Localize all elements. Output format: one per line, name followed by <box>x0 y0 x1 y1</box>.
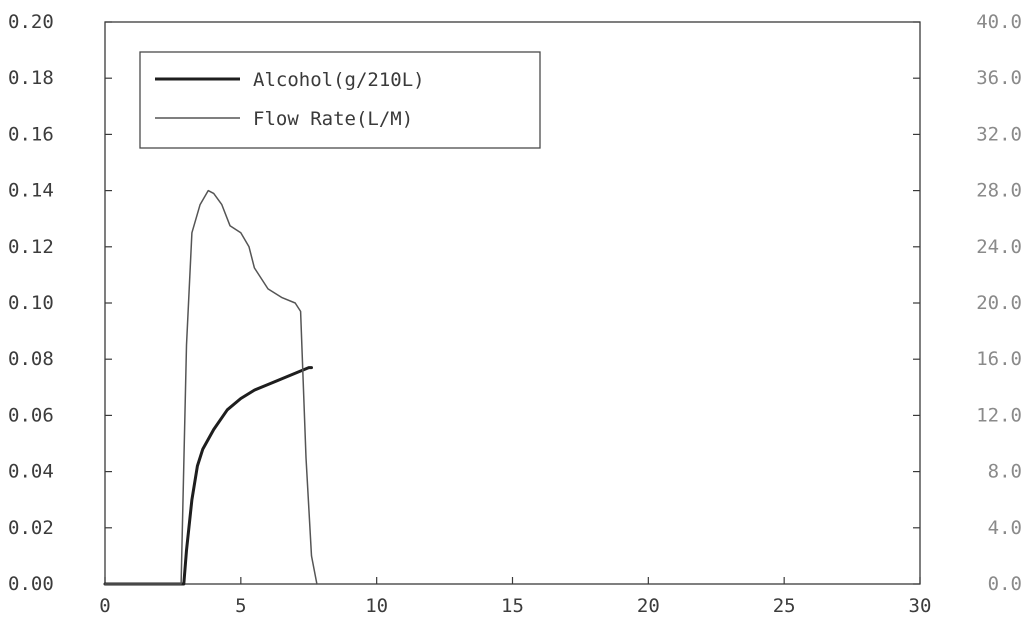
y-tick-label: 0.16 <box>8 123 54 145</box>
y2-tick-label: 4.0 <box>988 517 1022 539</box>
y-tick-label: 0.14 <box>8 180 54 202</box>
y-tick-label: 0.02 <box>8 517 54 539</box>
legend: Alcohol(g/210L) Flow Rate(L/M) <box>139 51 541 149</box>
y2-tick-label: 40.0 <box>976 11 1022 33</box>
x-tick-label: 25 <box>773 595 796 617</box>
x-tick-label: 0 <box>99 595 110 617</box>
y2-tick-label: 0.0 <box>988 573 1022 595</box>
series-layer <box>103 189 318 586</box>
y-tick-label: 0.00 <box>8 573 54 595</box>
y-tick-label: 0.06 <box>8 404 54 426</box>
y-tick-label: 0.12 <box>8 236 54 258</box>
x-tick-label: 30 <box>909 595 932 617</box>
x-tick-label: 5 <box>235 595 246 617</box>
y-tick-label: 0.10 <box>8 292 54 314</box>
y2-tick-label: 32.0 <box>976 123 1022 145</box>
x-tick-label: 20 <box>637 595 660 617</box>
legend-box <box>139 51 541 149</box>
y-tick-label: 0.08 <box>8 348 54 370</box>
y2-tick-label: 20.0 <box>976 292 1022 314</box>
y-tick-label: 0.18 <box>8 67 54 89</box>
y2-tick-label: 28.0 <box>976 180 1022 202</box>
y2-tick-label: 24.0 <box>976 236 1022 258</box>
y2-tick-label: 36.0 <box>976 67 1022 89</box>
y2-tick-label: 16.0 <box>976 348 1022 370</box>
left-axis-ticks: 0.00 0.02 0.04 0.06 0.08 0.10 0.12 0.14 0.16 0.18… <box>8 11 112 595</box>
x-tick-label: 10 <box>365 595 388 617</box>
series-line-flow-rate <box>104 189 318 585</box>
x-tick-label: 15 <box>501 595 524 617</box>
legend-label-flow-rate: Flow Rate(L/M) <box>253 108 413 130</box>
right-axis-ticks: 0.0 4.0 8.0 12.0 16.0 20.0 24.0 28.0 32.0 36.0 40.… <box>913 11 1022 595</box>
y-tick-label: 0.04 <box>8 461 54 483</box>
y2-tick-label: 8.0 <box>988 461 1022 483</box>
y2-tick-label: 12.0 <box>976 404 1022 426</box>
x-axis-ticks: 0 5 10 15 20 25 30 <box>99 577 931 617</box>
series-line-alcohol <box>103 366 313 586</box>
y-tick-label: 0.20 <box>8 11 54 33</box>
legend-label-alcohol: Alcohol(g/210L) <box>253 69 425 91</box>
